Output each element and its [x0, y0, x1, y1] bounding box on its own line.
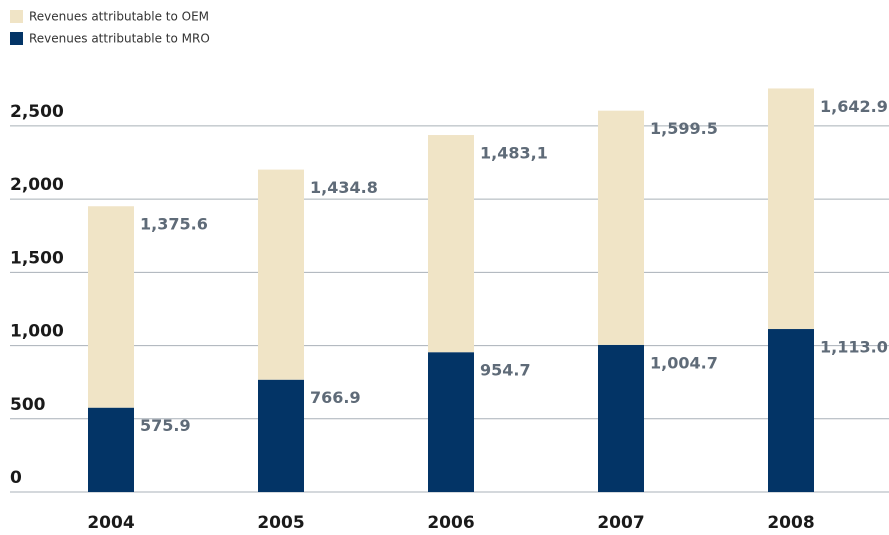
- x-tick-label: 2006: [427, 513, 474, 533]
- bar-segment: [258, 169, 304, 380]
- y-tick-label: 1,500: [10, 248, 64, 268]
- value-label: 1,642.9: [820, 97, 888, 116]
- value-label: 1,113.0: [820, 338, 888, 357]
- bar-segment: [768, 88, 814, 330]
- bar-segment: [428, 135, 474, 353]
- value-label: 1,434.8: [310, 178, 378, 197]
- legend-label: Revenues attributable to MRO: [29, 32, 210, 46]
- x-tick-label: 2004: [87, 513, 134, 533]
- y-tick-label: 2,000: [10, 175, 64, 195]
- bar-segment: [88, 206, 134, 408]
- x-tick-label: 2008: [767, 513, 814, 533]
- bar-segment: [258, 379, 304, 492]
- value-label: 1,599.5: [650, 119, 718, 138]
- y-tick-label: 2,500: [10, 102, 64, 122]
- value-label: 1,375.6: [140, 215, 208, 234]
- x-tick-label: 2005: [257, 513, 304, 533]
- y-tick-label: 500: [10, 395, 46, 415]
- y-tick-label: 1,000: [10, 322, 64, 342]
- legend-swatch: [10, 10, 23, 23]
- bar-segment: [598, 344, 644, 492]
- legend-swatch: [10, 32, 23, 45]
- legend-label: Revenues attributable to OEM: [29, 10, 209, 24]
- y-tick-label: 0: [10, 468, 22, 488]
- bar-segment: [88, 407, 134, 492]
- value-label: 1,483,1: [480, 144, 548, 163]
- value-label: 766.9: [310, 388, 361, 407]
- bar-segment: [598, 110, 644, 345]
- value-label: 575.9: [140, 416, 191, 435]
- x-tick-label: 2007: [597, 513, 644, 533]
- bar-segment: [768, 329, 814, 492]
- bar-segment: [428, 352, 474, 492]
- value-label: 1,004.7: [650, 353, 718, 372]
- value-label: 954.7: [480, 361, 531, 380]
